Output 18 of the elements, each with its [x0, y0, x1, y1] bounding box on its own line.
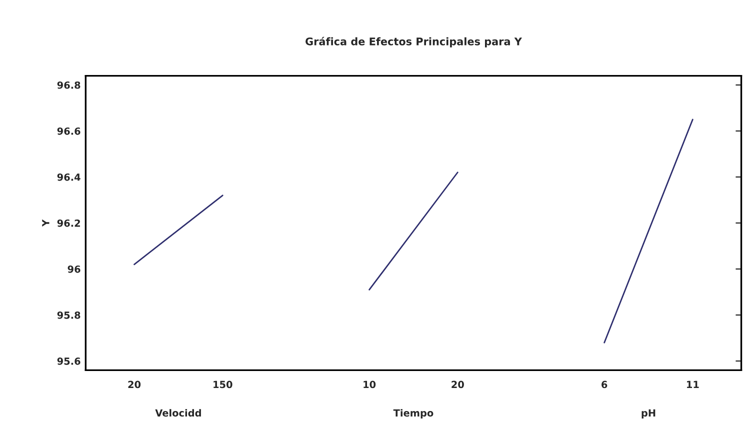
y-tick-label: 95.8 — [57, 311, 80, 319]
chart-title: Gráfica de Efectos Principales para Y — [306, 36, 522, 48]
y-tick-label: 96.2 — [57, 219, 80, 227]
y-tick-label: 96 — [68, 265, 80, 273]
x-tick-label: 10 — [364, 380, 376, 388]
text: Tiempo — [393, 409, 434, 419]
x-tick-label: 20 — [452, 380, 464, 388]
y-tick-label: 96.8 — [57, 81, 80, 89]
text: pH — [642, 409, 656, 419]
x-tick-label: 150 — [214, 380, 232, 388]
text: Velocidd — [155, 409, 201, 417]
x-tick-label: 20 — [128, 380, 141, 388]
y-axis-title: Y — [42, 219, 50, 227]
x-tick-label: 11 — [687, 380, 699, 388]
x-tick-label: 6 — [602, 380, 608, 388]
y-tick-label: 96.6 — [57, 127, 80, 135]
y-tick-label: 95.6 — [57, 358, 80, 365]
y-tick-label: 96.4 — [57, 173, 80, 181]
